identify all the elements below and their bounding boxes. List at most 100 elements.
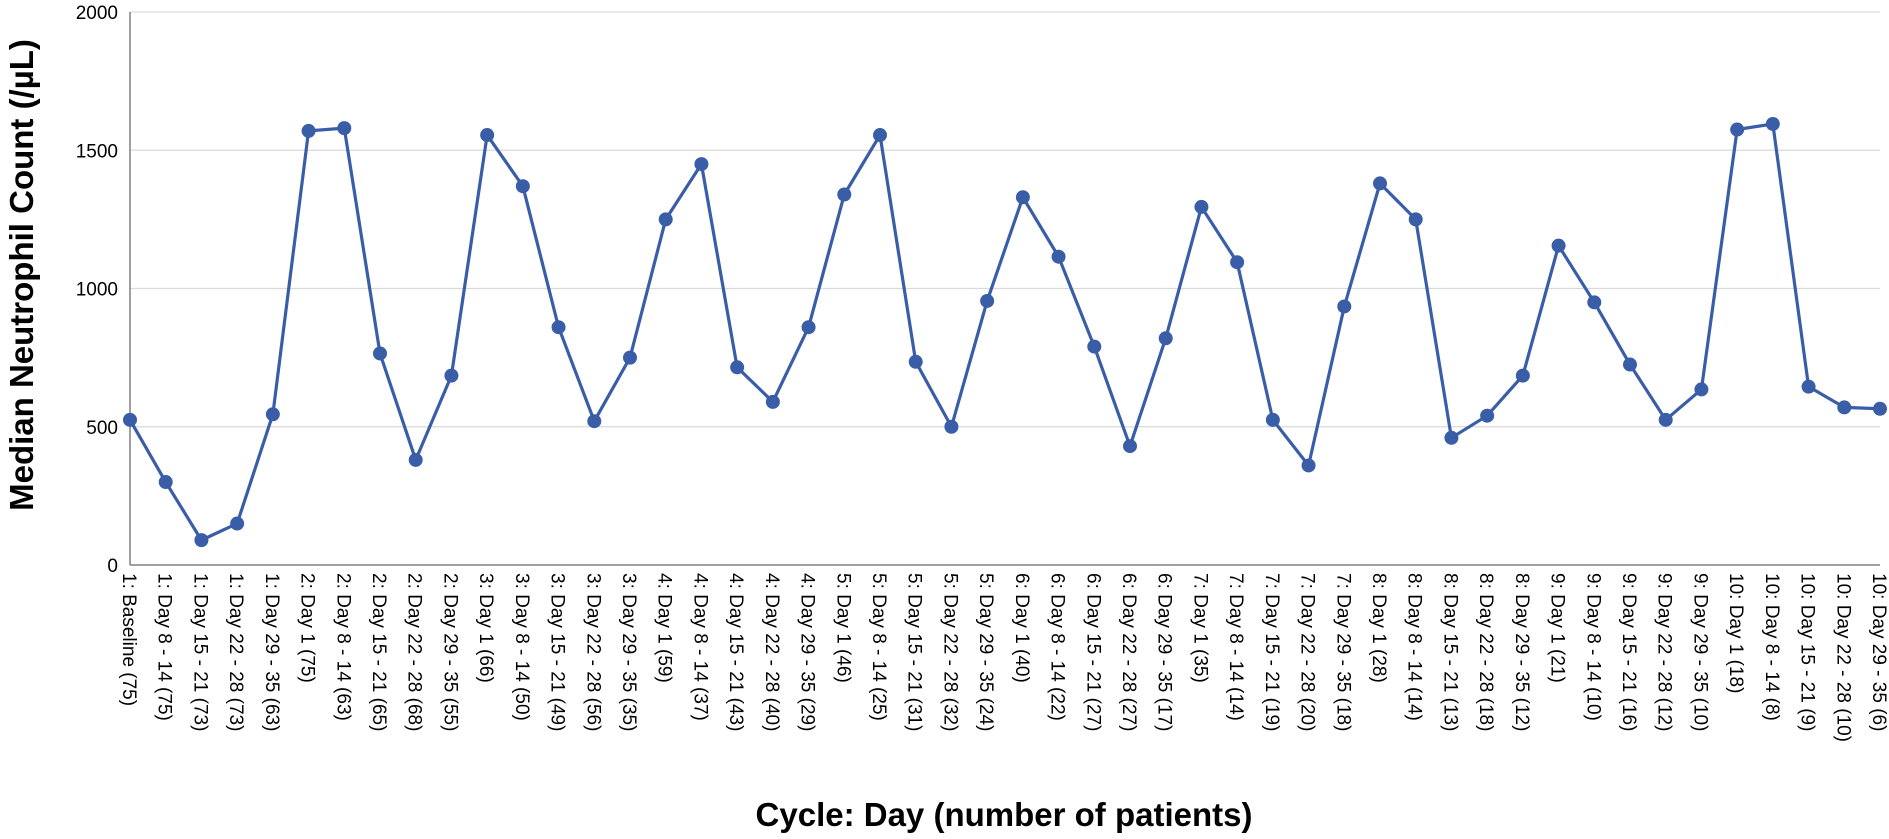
y-tick-labels: 0 500 1000 1500 2000 — [76, 3, 118, 577]
data-point — [1587, 295, 1602, 310]
y-tick-label: 500 — [86, 418, 118, 439]
x-tick-label: 8: Day 8 - 14 (14) — [1404, 573, 1425, 721]
x-tick-label: 4: Day 29 - 35 (29) — [797, 573, 818, 731]
data-point — [230, 516, 245, 531]
data-point — [1658, 412, 1673, 427]
x-tick-label: 3: Day 22 - 28 (56) — [582, 573, 603, 731]
x-tick-label: 9: Day 29 - 35 (10) — [1689, 573, 1710, 731]
data-point — [480, 128, 495, 143]
x-tick-label: 1: Day 29 - 35 (63) — [261, 573, 282, 731]
data-point — [1051, 249, 1066, 264]
x-tick-label: 3: Day 8 - 14 (50) — [511, 573, 532, 721]
x-tick-label: 5: Day 22 - 28 (32) — [939, 573, 960, 731]
x-tick-label: 5: Day 15 - 21 (31) — [904, 573, 925, 731]
x-tick-label: 6: Day 22 - 28 (27) — [1118, 573, 1139, 731]
data-point — [337, 121, 352, 136]
data-point — [873, 128, 887, 143]
x-tick-label: 8: Day 29 - 35 (12) — [1511, 573, 1532, 731]
y-tick-label: 1000 — [76, 280, 118, 301]
x-tick-label: 2: Day 29 - 35 (55) — [439, 573, 460, 731]
data-point — [1444, 430, 1459, 445]
x-tick-label: 2: Day 8 - 14 (63) — [332, 573, 353, 721]
data-point — [1873, 401, 1887, 416]
data-point — [587, 414, 602, 429]
data-point — [1265, 412, 1280, 427]
x-tick-label: 9: Day 8 - 14 (10) — [1582, 573, 1603, 721]
gridlines — [130, 11, 1880, 428]
data-point — [301, 123, 316, 138]
x-tick-label: 9: Day 22 - 28 (12) — [1654, 573, 1675, 731]
y-axis-title: Median Neutrophil Count (/µL) — [3, 39, 40, 511]
data-point — [765, 394, 780, 409]
data-point — [1373, 176, 1387, 191]
x-tick-label: 6: Day 1 (40) — [1011, 573, 1032, 683]
x-tick-label: 8: Day 22 - 28 (18) — [1475, 573, 1496, 731]
x-tick-label: 4: Day 8 - 14 (37) — [689, 573, 710, 721]
data-point — [980, 293, 995, 308]
data-point — [123, 412, 137, 427]
data-point — [1015, 190, 1030, 205]
x-tick-label: 2: Day 1 (75) — [297, 573, 318, 683]
data-point — [944, 419, 959, 434]
x-tick-label: 5: Day 29 - 35 (24) — [975, 573, 996, 731]
data-point — [515, 179, 530, 194]
x-tick-label: 4: Day 1 (59) — [654, 573, 675, 683]
data-point — [551, 320, 566, 335]
x-tick-label: 7: Day 22 - 28 (20) — [1297, 573, 1318, 731]
data-point — [1551, 238, 1566, 253]
axes — [129, 12, 1880, 566]
x-tick-label: 7: Day 1 (35) — [1189, 573, 1210, 683]
x-tick-label: 4: Day 15 - 21 (43) — [725, 573, 746, 731]
x-tick-label: 10: Day 22 - 28 (10) — [1832, 573, 1853, 742]
data-point — [1087, 339, 1102, 354]
x-tick-label: 3: Day 15 - 21 (49) — [547, 573, 568, 731]
data-point — [1694, 382, 1709, 397]
x-tick-label: 2: Day 15 - 21 (65) — [368, 573, 389, 731]
series-line — [128, 122, 1881, 542]
series — [123, 116, 1887, 548]
data-point — [623, 350, 637, 365]
x-tick-label: 1: Day 15 - 21 (73) — [189, 573, 210, 731]
x-tick-label: 6: Day 8 - 14 (22) — [1047, 573, 1068, 721]
y-tick-label: 1500 — [76, 141, 118, 162]
x-tick-label: 9: Day 15 - 21 (16) — [1618, 573, 1639, 731]
data-point — [1123, 439, 1137, 454]
data-point — [1515, 368, 1530, 383]
x-tick-label: 7: Day 8 - 14 (14) — [1225, 573, 1246, 721]
x-tick-label: 6: Day 29 - 35 (17) — [1154, 573, 1175, 731]
data-point — [373, 346, 387, 361]
x-tick-label: 9: Day 1 (21) — [1547, 573, 1568, 683]
x-tick-label: 1: Day 8 - 14 (75) — [154, 573, 175, 721]
data-point — [658, 212, 673, 227]
x-tick-label: 10: Day 29 - 35 (6) — [1868, 573, 1889, 731]
data-point — [408, 452, 423, 467]
data-point — [1480, 408, 1495, 423]
data-point — [837, 187, 852, 202]
x-tick-label: 10: Day 1 (18) — [1725, 573, 1746, 693]
x-tick-label: 8: Day 1 (28) — [1368, 573, 1389, 683]
data-point — [1194, 199, 1209, 214]
x-tick-label: 1: Baseline (75) — [118, 573, 139, 706]
data-point — [1408, 212, 1423, 227]
data-point — [801, 320, 816, 335]
y-tick-label: 0 — [107, 556, 118, 577]
x-tick-label: 7: Day 15 - 21 (19) — [1261, 573, 1282, 731]
x-tick-label: 10: Day 15 - 21 (9) — [1797, 573, 1818, 731]
x-tick-label: 3: Day 1 (66) — [475, 573, 496, 683]
data-point — [444, 368, 459, 383]
x-tick-label: 8: Day 15 - 21 (13) — [1439, 573, 1460, 731]
data-point — [265, 407, 280, 422]
data-point — [1801, 379, 1816, 394]
x-tick-label: 2: Day 22 - 28 (68) — [404, 573, 425, 731]
y-tick-label: 2000 — [76, 3, 118, 24]
data-point — [1230, 255, 1245, 270]
data-point — [730, 360, 745, 375]
data-point — [1730, 122, 1745, 137]
data-point — [1623, 357, 1637, 372]
data-point — [1301, 458, 1316, 473]
x-tick-label: 4: Day 22 - 28 (40) — [761, 573, 782, 731]
x-tick-label: 3: Day 29 - 35 (35) — [618, 573, 639, 731]
data-point — [194, 533, 209, 548]
